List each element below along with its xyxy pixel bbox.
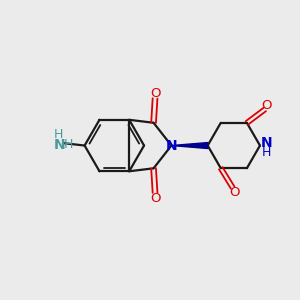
Polygon shape [171,142,208,148]
Text: O: O [229,186,239,199]
Text: N: N [54,138,66,152]
Text: O: O [150,87,160,100]
Text: H: H [53,128,63,141]
Text: O: O [150,191,160,205]
Text: O: O [261,99,272,112]
Text: N: N [166,139,177,152]
Text: H: H [262,146,271,160]
Text: H: H [64,138,73,151]
Text: N: N [261,136,272,150]
